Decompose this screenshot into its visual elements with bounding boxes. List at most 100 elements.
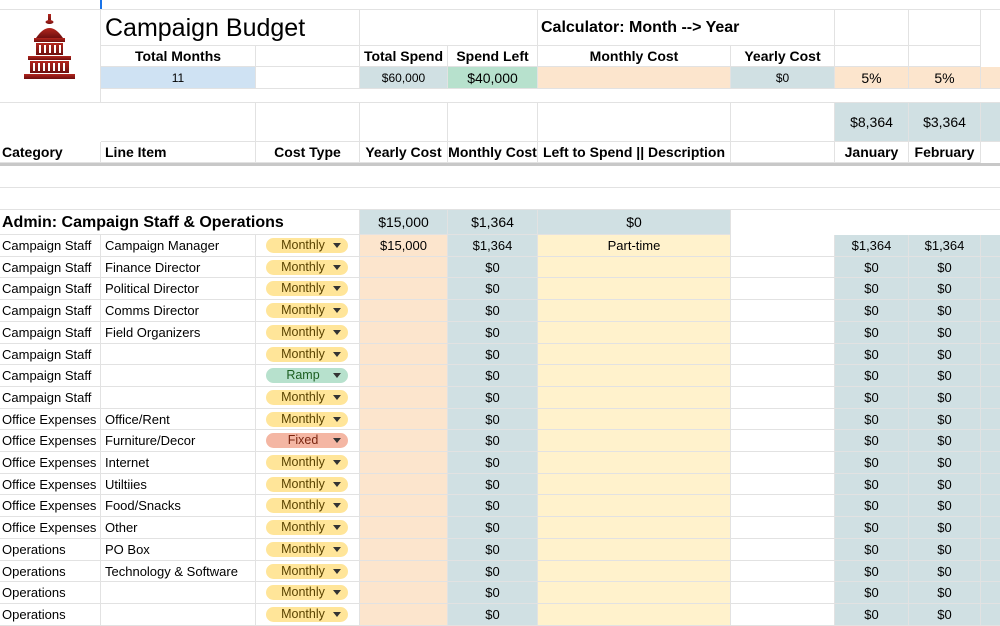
- line-item-cell[interactable]: Campaign Manager: [101, 235, 256, 257]
- january-cell[interactable]: $0: [835, 582, 909, 604]
- cell[interactable]: [981, 495, 1000, 517]
- cost-type-dropdown-chip[interactable]: Monthly: [266, 585, 348, 600]
- header-january[interactable]: January: [835, 142, 909, 163]
- monthly-cost-input[interactable]: [538, 67, 731, 89]
- category-cell[interactable]: Campaign Staff: [0, 322, 101, 344]
- total-spend-value[interactable]: $60,000: [360, 67, 448, 89]
- february-cell[interactable]: $0: [909, 517, 981, 539]
- monthly-cost-cell[interactable]: $0: [448, 430, 538, 452]
- category-cell[interactable]: Office Expenses: [0, 495, 101, 517]
- cost-type-dropdown-chip[interactable]: Monthly: [266, 455, 348, 470]
- section-monthly-total[interactable]: $1,364: [448, 210, 538, 235]
- total-months-input[interactable]: 11: [101, 67, 256, 89]
- february-cell[interactable]: $0: [909, 409, 981, 430]
- january-cell[interactable]: $0: [835, 365, 909, 387]
- line-item-cell[interactable]: [101, 582, 256, 604]
- cell[interactable]: [981, 582, 1000, 604]
- yearly-cost-cell[interactable]: [360, 322, 448, 344]
- cost-type-dropdown-chip[interactable]: Monthly: [266, 303, 348, 318]
- total-months-label[interactable]: Total Months: [101, 46, 256, 67]
- cell[interactable]: [835, 10, 909, 46]
- line-item-cell[interactable]: [101, 365, 256, 387]
- line-item-cell[interactable]: Political Director: [101, 278, 256, 300]
- yearly-cost-cell[interactable]: [360, 604, 448, 626]
- line-item-cell[interactable]: Utiltiies: [101, 474, 256, 495]
- cost-type-dropdown-chip[interactable]: Monthly: [266, 477, 348, 492]
- section-yearly-total[interactable]: $15,000: [360, 210, 448, 235]
- header-category[interactable]: Category: [0, 142, 101, 163]
- cell[interactable]: [731, 365, 835, 387]
- yearly-cost-value[interactable]: $0: [731, 67, 835, 89]
- section-left-total[interactable]: $0: [538, 210, 731, 235]
- cell[interactable]: [731, 344, 835, 365]
- cost-type-dropdown-chip[interactable]: Monthly: [266, 542, 348, 557]
- description-cell[interactable]: [538, 387, 731, 409]
- cost-type-dropdown-chip[interactable]: Monthly: [266, 498, 348, 513]
- cost-type-cell[interactable]: Monthly: [256, 452, 360, 474]
- spend-left-label[interactable]: Spend Left: [448, 46, 538, 67]
- cost-type-dropdown-chip[interactable]: Fixed: [266, 433, 348, 448]
- cell[interactable]: [731, 539, 835, 561]
- cost-type-cell[interactable]: Ramp: [256, 365, 360, 387]
- description-cell[interactable]: [538, 344, 731, 365]
- yearly-cost-cell[interactable]: [360, 582, 448, 604]
- header-monthly-cost[interactable]: Monthly Cost: [448, 142, 538, 163]
- cost-type-dropdown-chip[interactable]: Monthly: [266, 238, 348, 253]
- cost-type-cell[interactable]: Monthly: [256, 561, 360, 582]
- cost-type-cell[interactable]: Monthly: [256, 322, 360, 344]
- cell[interactable]: [981, 235, 1000, 257]
- cell[interactable]: [538, 103, 731, 142]
- header-line-item[interactable]: Line Item: [101, 142, 256, 163]
- monthly-cost-cell[interactable]: $0: [448, 257, 538, 278]
- line-item-cell[interactable]: Office/Rent: [101, 409, 256, 430]
- cell[interactable]: [981, 278, 1000, 300]
- rate-cell-2[interactable]: 5%: [909, 67, 981, 89]
- cell[interactable]: [981, 452, 1000, 474]
- monthly-cost-cell[interactable]: $0: [448, 561, 538, 582]
- january-cell[interactable]: $0: [835, 495, 909, 517]
- cost-type-cell[interactable]: Monthly: [256, 300, 360, 322]
- category-cell[interactable]: Campaign Staff: [0, 235, 101, 257]
- description-cell[interactable]: [538, 278, 731, 300]
- description-cell[interactable]: [538, 322, 731, 344]
- february-cell[interactable]: $1,364: [909, 235, 981, 257]
- cell[interactable]: [835, 46, 909, 67]
- cell[interactable]: [981, 604, 1000, 626]
- cell[interactable]: [731, 142, 835, 163]
- january-cell[interactable]: $0: [835, 430, 909, 452]
- cell[interactable]: [981, 409, 1000, 430]
- february-total[interactable]: $3,364: [909, 103, 981, 142]
- yearly-cost-label[interactable]: Yearly Cost: [731, 46, 835, 67]
- monthly-cost-cell[interactable]: $1,364: [448, 235, 538, 257]
- description-cell[interactable]: [538, 539, 731, 561]
- cell[interactable]: [731, 517, 835, 539]
- cost-type-dropdown-chip[interactable]: Monthly: [266, 412, 348, 427]
- february-cell[interactable]: $0: [909, 387, 981, 409]
- cell[interactable]: [981, 561, 1000, 582]
- february-cell[interactable]: $0: [909, 344, 981, 365]
- cell[interactable]: [981, 430, 1000, 452]
- monthly-cost-cell[interactable]: $0: [448, 322, 538, 344]
- category-cell[interactable]: Office Expenses: [0, 474, 101, 495]
- cost-type-cell[interactable]: Monthly: [256, 257, 360, 278]
- line-item-cell[interactable]: Field Organizers: [101, 322, 256, 344]
- cell[interactable]: [256, 67, 360, 89]
- monthly-cost-cell[interactable]: $0: [448, 278, 538, 300]
- february-cell[interactable]: $0: [909, 539, 981, 561]
- cell[interactable]: [981, 539, 1000, 561]
- cost-type-dropdown-chip[interactable]: Ramp: [266, 368, 348, 383]
- yearly-cost-cell[interactable]: [360, 430, 448, 452]
- january-total[interactable]: $8,364: [835, 103, 909, 142]
- monthly-cost-cell[interactable]: $0: [448, 452, 538, 474]
- february-cell[interactable]: $0: [909, 257, 981, 278]
- monthly-cost-cell[interactable]: $0: [448, 387, 538, 409]
- cell[interactable]: [360, 103, 448, 142]
- cell[interactable]: [731, 430, 835, 452]
- january-cell[interactable]: $0: [835, 409, 909, 430]
- category-cell[interactable]: Campaign Staff: [0, 300, 101, 322]
- january-cell[interactable]: $0: [835, 604, 909, 626]
- february-cell[interactable]: $0: [909, 604, 981, 626]
- january-cell[interactable]: $1,364: [835, 235, 909, 257]
- january-cell[interactable]: $0: [835, 257, 909, 278]
- cell[interactable]: [981, 387, 1000, 409]
